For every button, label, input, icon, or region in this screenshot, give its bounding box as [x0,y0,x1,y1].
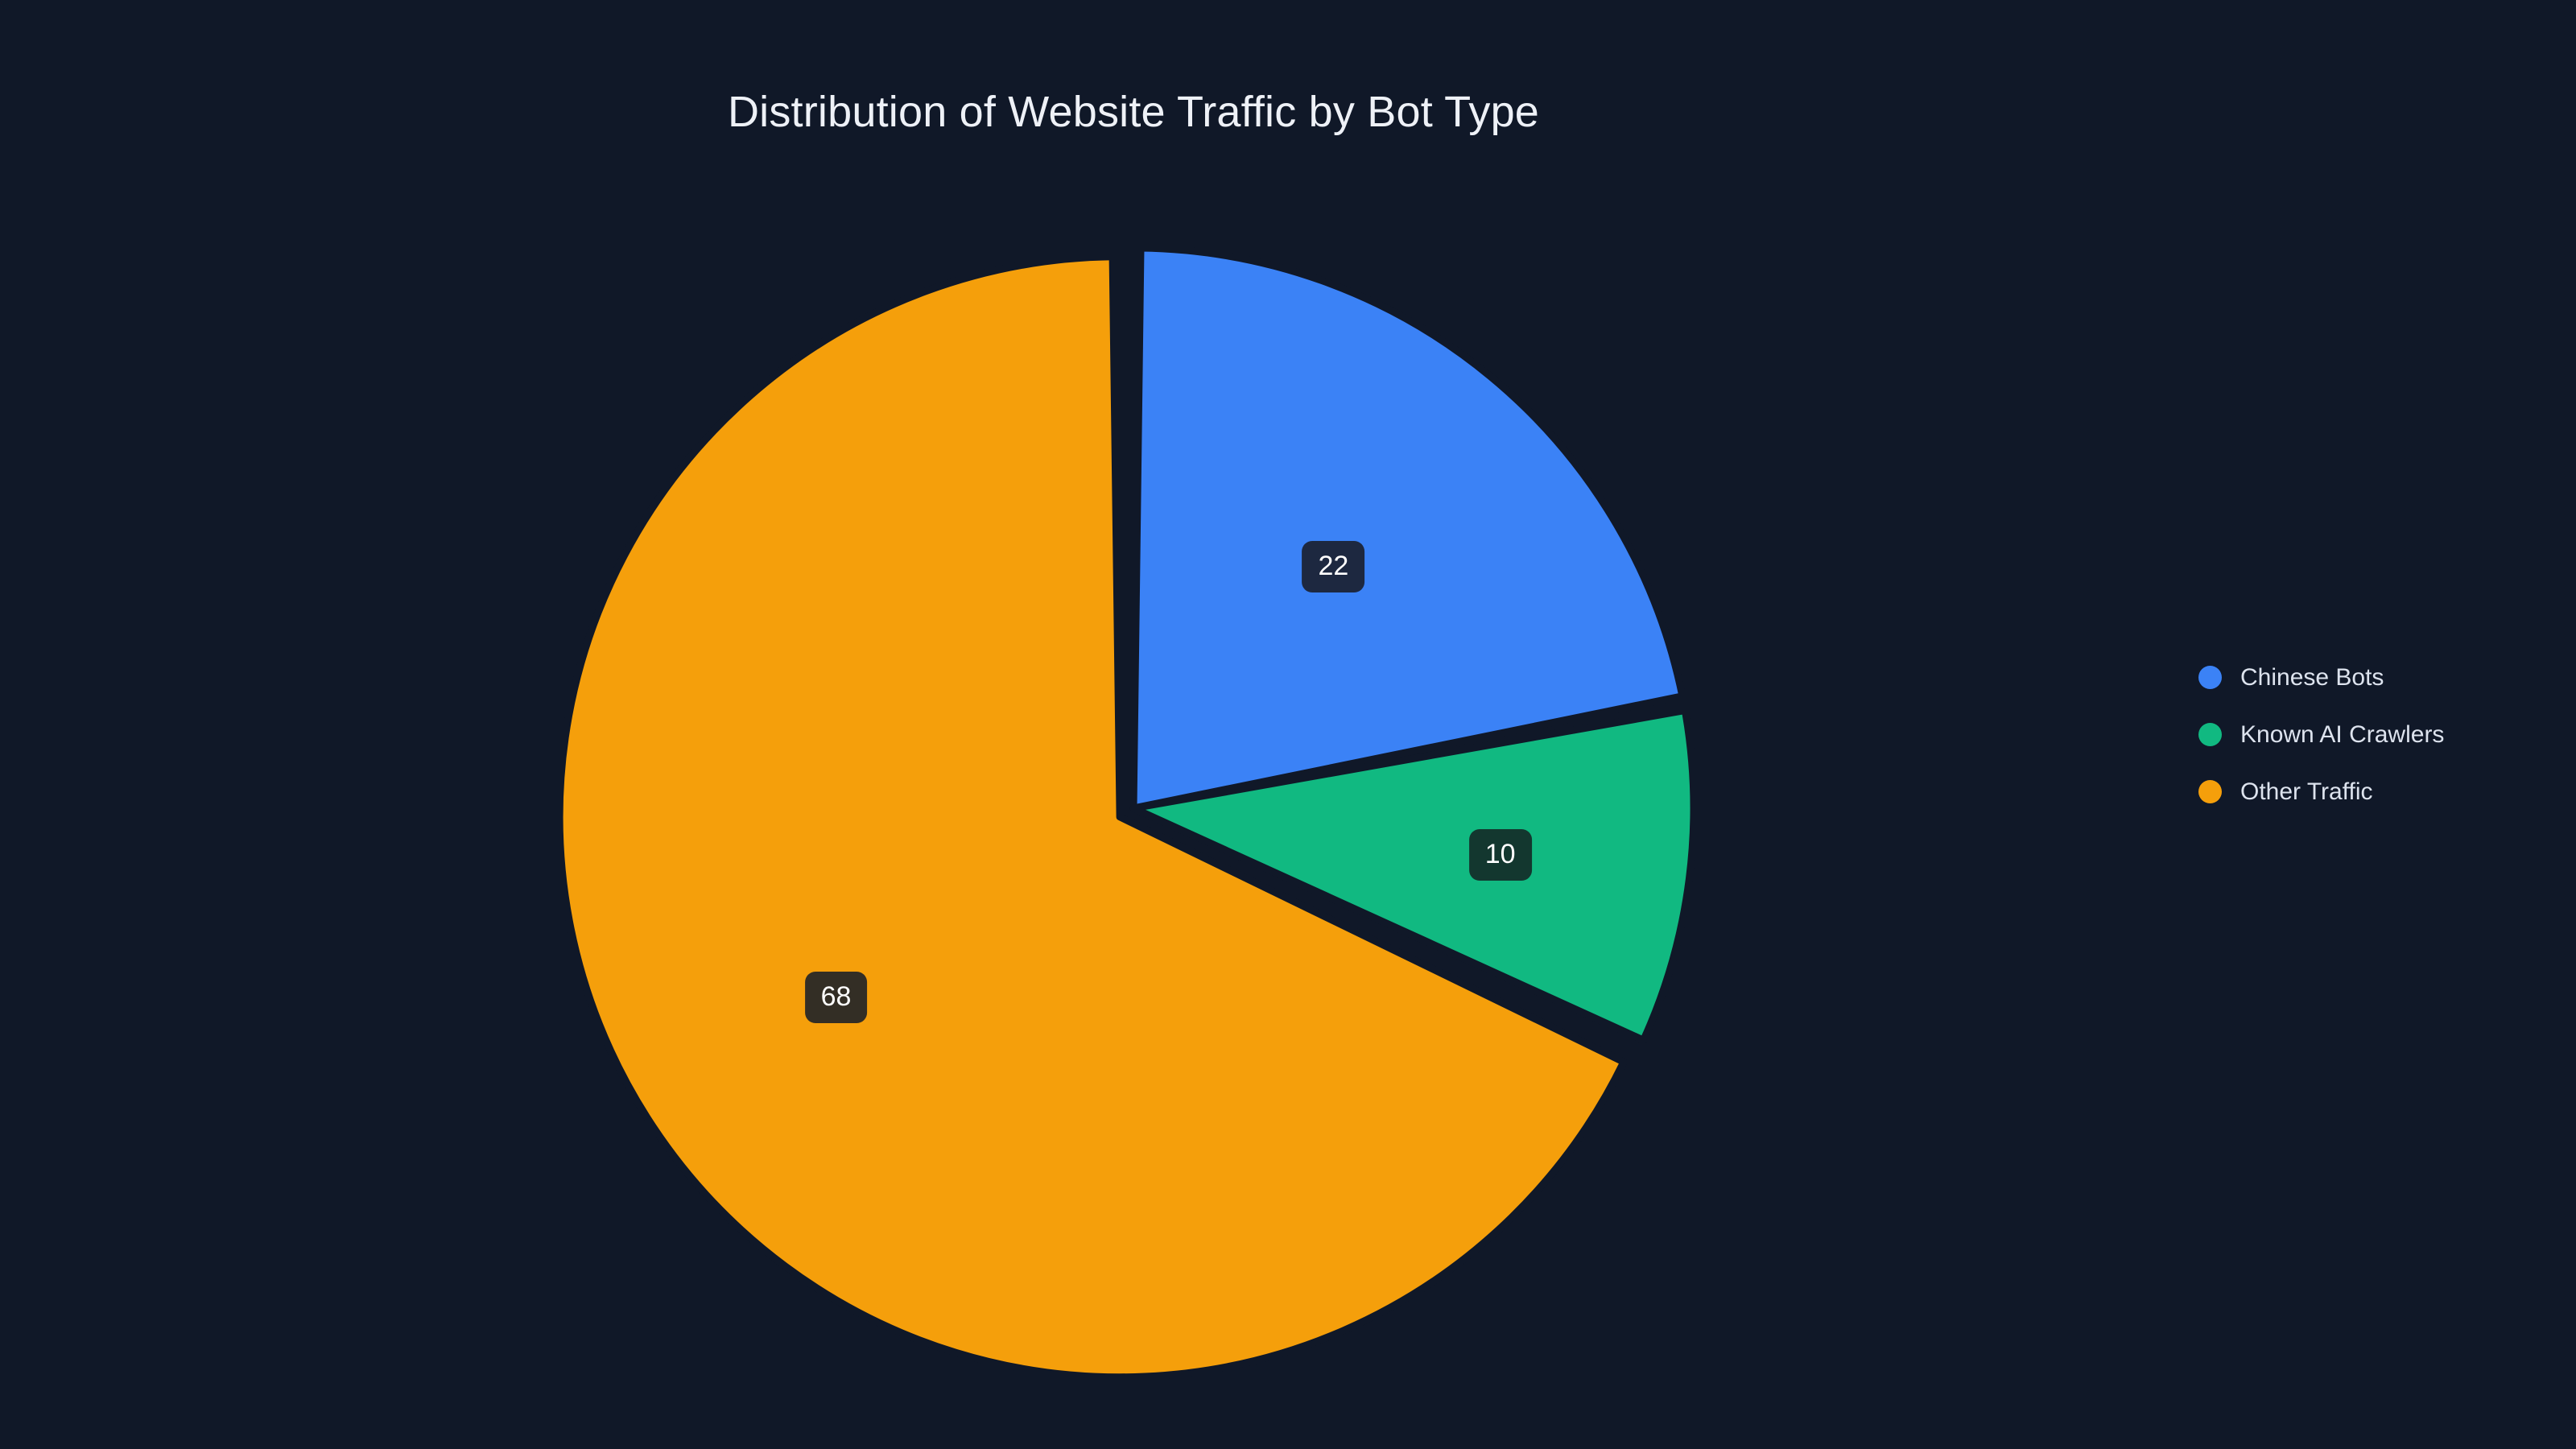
chart-title-text: Distribution of Website Traffic by Bot T… [727,88,1540,136]
pie-slice-chinese-bots[interactable] [1129,244,1686,812]
slice-value-label: 10 [1468,828,1532,881]
legend-item-chinese-bots[interactable]: Chinese Bots [2198,649,2537,706]
pie-slice-other-traffic[interactable] [555,253,1628,1381]
legend-item-label: Known AI Crawlers [2240,720,2445,748]
legend-swatch-icon [2198,666,2222,689]
legend-item-label: Chinese Bots [2240,663,2384,691]
slice-value-label: 22 [1302,540,1365,592]
legend-swatch-icon [2198,723,2222,746]
chart-title: Distribution of Website Traffic by Bot T… [0,87,2576,137]
legend-item-label: Other Traffic [2240,778,2373,805]
legend-item-known-ai-crawlers[interactable]: Known AI Crawlers [2198,706,2537,763]
pie-slice-known-ai-crawlers[interactable] [1129,706,1698,1044]
legend-swatch-icon [2198,780,2222,803]
chart-legend: Chinese Bots Known AI Crawlers Other Traff… [2198,649,2537,820]
legend-item-other-traffic[interactable]: Other Traffic [2198,763,2537,820]
slice-value-label: 68 [804,971,868,1023]
